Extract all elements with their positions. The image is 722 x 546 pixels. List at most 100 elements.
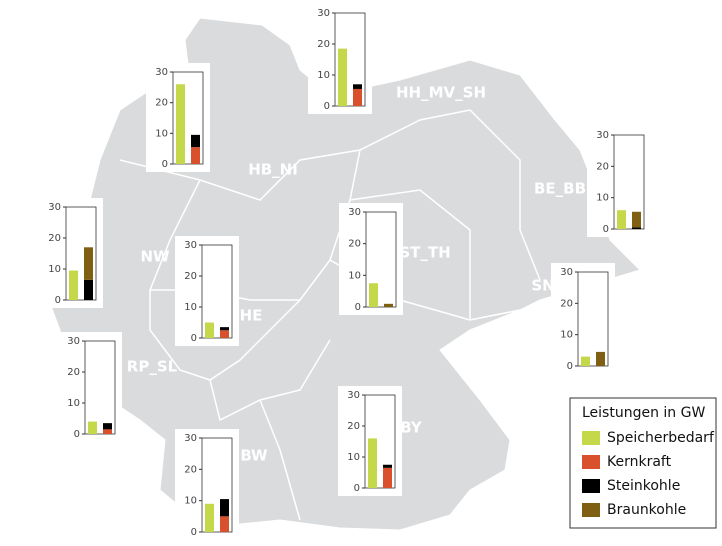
bar xyxy=(368,438,377,488)
bar xyxy=(369,283,378,307)
bar xyxy=(617,210,626,229)
y-tick-label: 20 xyxy=(347,421,360,432)
plot-frame xyxy=(613,134,645,230)
bar xyxy=(103,423,112,430)
y-tick-label: 20 xyxy=(184,464,197,475)
bar xyxy=(220,516,229,532)
y-tick-label: 0 xyxy=(74,429,80,440)
y-tick-label: 20 xyxy=(348,239,361,250)
bar xyxy=(338,48,347,106)
bar xyxy=(84,279,93,300)
y-tick-label: 10 xyxy=(596,193,609,204)
y-tick-label: 30 xyxy=(596,130,609,141)
y-tick-label: 30 xyxy=(184,433,197,444)
y-tick-label: 20 xyxy=(184,271,197,282)
bar xyxy=(383,464,392,468)
plot-frame xyxy=(172,71,204,165)
plot-frame xyxy=(334,12,366,107)
bar xyxy=(88,421,97,434)
region-label: HB_NI xyxy=(248,161,298,179)
y-tick-label: 0 xyxy=(354,483,360,494)
bar xyxy=(191,134,200,148)
y-tick-label: 30 xyxy=(347,390,360,401)
plot-frame xyxy=(365,211,397,308)
bar xyxy=(353,88,362,106)
plot-frame xyxy=(84,340,116,435)
bar xyxy=(220,327,229,331)
y-tick-label: 0 xyxy=(55,295,61,306)
y-tick-label: 10 xyxy=(48,264,61,275)
legend-swatch xyxy=(582,455,600,469)
bar xyxy=(103,429,112,434)
bar xyxy=(191,147,200,164)
bar xyxy=(205,322,214,338)
bar xyxy=(596,351,605,366)
y-tick-label: 0 xyxy=(603,224,609,235)
legend-title: Leistungen in GW xyxy=(582,405,705,421)
plot-frame xyxy=(577,271,609,367)
y-tick-label: 20 xyxy=(560,298,573,309)
region-label: HH_MV_SH xyxy=(396,84,486,102)
region-label: BY xyxy=(400,419,423,437)
y-tick-label: 10 xyxy=(348,270,361,281)
plot-frame xyxy=(201,244,233,339)
y-tick-label: 0 xyxy=(567,361,573,372)
legend-swatch xyxy=(582,503,600,517)
y-tick-label: 30 xyxy=(560,267,573,278)
y-tick-label: 0 xyxy=(324,101,330,112)
bar xyxy=(353,84,362,89)
bar xyxy=(632,211,641,228)
plot-frame xyxy=(364,394,396,489)
state-borders xyxy=(119,109,541,521)
y-tick-label: 0 xyxy=(191,527,197,538)
y-tick-label: 10 xyxy=(184,496,197,507)
bar xyxy=(84,247,93,280)
legend-label: Braunkohle xyxy=(607,502,686,518)
y-tick-label: 10 xyxy=(317,70,330,81)
y-tick-label: 20 xyxy=(317,39,330,50)
y-tick-label: 10 xyxy=(347,452,360,463)
y-tick-label: 30 xyxy=(48,202,61,213)
y-tick-label: 0 xyxy=(355,302,361,313)
y-tick-label: 10 xyxy=(560,330,573,341)
y-tick-label: 30 xyxy=(155,67,168,78)
bar xyxy=(384,303,393,307)
plot-frame xyxy=(201,437,233,533)
bar xyxy=(581,356,590,366)
bar xyxy=(220,330,229,338)
legend-swatch xyxy=(582,479,600,493)
region-label: BE_BB xyxy=(534,180,586,198)
bar xyxy=(69,270,78,300)
region-label: BW xyxy=(240,447,268,465)
charts: 0 10 20 30 HH_MV_SH 0 10 20 30 HB_NI 0 10 20 30 BE_BB 0… xyxy=(39,4,651,540)
bar xyxy=(383,467,392,488)
y-tick-label: 20 xyxy=(596,161,609,172)
y-tick-label: 0 xyxy=(162,159,168,170)
y-tick-label: 30 xyxy=(317,8,330,19)
y-tick-label: 20 xyxy=(67,367,80,378)
y-tick-label: 10 xyxy=(184,302,197,313)
legend: Leistungen in GW Speicherbedarf Kernkraft… xyxy=(569,397,717,529)
bar xyxy=(205,503,214,532)
y-tick-label: 20 xyxy=(155,98,168,109)
region-label: HE xyxy=(240,307,263,325)
y-tick-label: 10 xyxy=(67,398,80,409)
legend-swatch xyxy=(582,431,600,445)
plot-frame xyxy=(65,206,97,301)
y-tick-label: 10 xyxy=(155,128,168,139)
y-tick-label: 30 xyxy=(348,207,361,218)
region-label: NW xyxy=(140,248,170,266)
y-tick-label: 0 xyxy=(191,333,197,344)
y-tick-label: 30 xyxy=(184,240,197,251)
legend-label: Steinkohle xyxy=(607,478,680,494)
y-tick-label: 30 xyxy=(67,336,80,347)
bar xyxy=(176,84,185,164)
legend-label: Speicherbedarf xyxy=(607,430,715,446)
bar xyxy=(632,227,641,229)
y-tick-label: 20 xyxy=(48,233,61,244)
legend-label: Kernkraft xyxy=(607,454,672,470)
bar xyxy=(220,499,229,517)
region-label: ST_TH xyxy=(399,244,450,262)
region-label: SN xyxy=(531,277,554,295)
